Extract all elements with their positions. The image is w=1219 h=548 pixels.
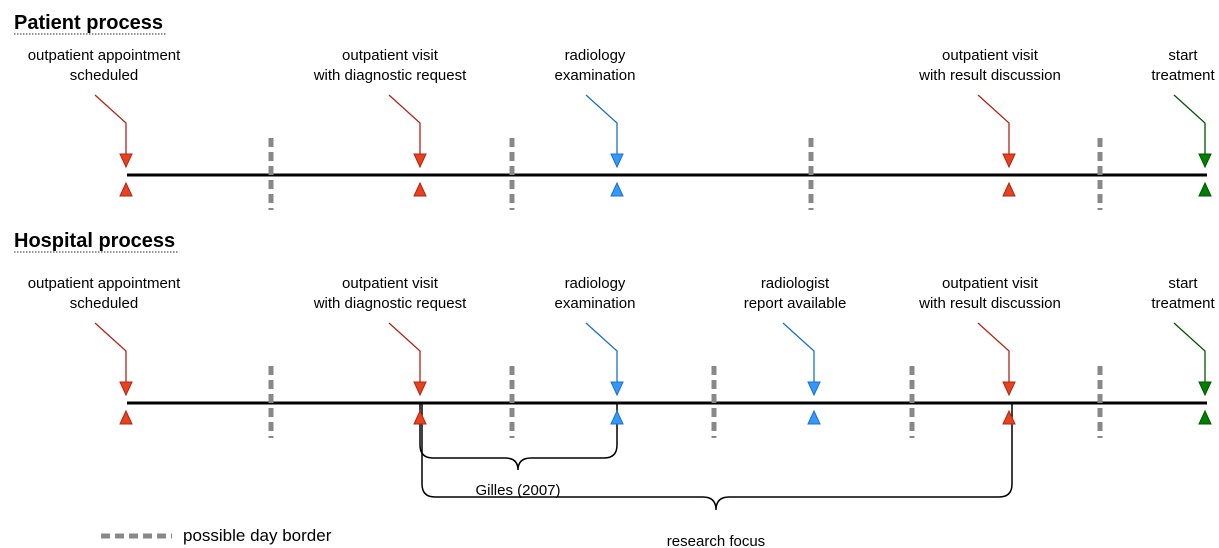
event-label: with diagnostic request (313, 67, 467, 84)
event-marker (413, 409, 427, 425)
event-marker (610, 181, 624, 197)
event-label: examination (555, 295, 636, 312)
brace (419, 403, 618, 471)
event-label: with result discussion (918, 67, 1061, 84)
arrow-head (1002, 381, 1016, 397)
event-label: report available (744, 295, 847, 312)
event-label: outpatient visit (942, 275, 1039, 292)
arrow-head (1198, 153, 1212, 169)
event-label: scheduled (70, 295, 138, 312)
event-marker (610, 409, 624, 425)
event-label: outpatient appointment (28, 47, 181, 64)
event-label: with diagnostic request (313, 295, 467, 312)
event-marker (1198, 409, 1212, 425)
event-marker (1002, 409, 1016, 425)
event-arrow (977, 322, 1010, 383)
event-marker (1002, 181, 1016, 197)
brace (421, 403, 1013, 511)
event-label: radiologist (761, 275, 830, 292)
arrow-head (1002, 153, 1016, 169)
brace-label: Gilles (2007) (475, 482, 560, 499)
event-arrow (94, 322, 127, 383)
event-marker (413, 181, 427, 197)
event-label: radiology (565, 275, 626, 292)
arrow-head (1198, 381, 1212, 397)
event-arrow (388, 94, 421, 155)
day-borders (268, 138, 1103, 438)
arrow-head (119, 381, 133, 397)
event-label: outpatient visit (942, 47, 1039, 64)
event-marker (1198, 181, 1212, 197)
arrow-head (807, 381, 821, 397)
event-marker (807, 409, 821, 425)
event-arrow (94, 94, 127, 155)
section-title: Hospital process (14, 230, 175, 252)
arrow-head (610, 381, 624, 397)
legend-label: possible day border (183, 526, 332, 545)
arrow-head (119, 153, 133, 169)
event-arrow (388, 322, 421, 383)
event-label: scheduled (70, 67, 138, 84)
event-arrow (585, 322, 618, 383)
event-label: start (1168, 275, 1198, 292)
arrow-head (413, 153, 427, 169)
section-title: Patient process (14, 12, 163, 34)
event-arrow (585, 94, 618, 155)
event-arrow (1173, 94, 1206, 155)
event-label: radiology (565, 47, 626, 64)
event-arrow (1173, 322, 1206, 383)
event-label: start (1168, 47, 1198, 64)
event-marker (119, 181, 133, 197)
event-arrow (782, 322, 815, 383)
event-arrow (977, 94, 1010, 155)
event-label: treatment (1151, 67, 1215, 84)
event-label: outpatient visit (342, 47, 439, 64)
event-label: examination (555, 67, 636, 84)
event-marker (119, 409, 133, 425)
brace-label: research focus (667, 533, 765, 548)
arrow-head (413, 381, 427, 397)
event-label: outpatient visit (342, 275, 439, 292)
arrow-head (610, 153, 624, 169)
event-label: outpatient appointment (28, 275, 181, 292)
event-label: treatment (1151, 295, 1215, 312)
event-label: with result discussion (918, 295, 1061, 312)
